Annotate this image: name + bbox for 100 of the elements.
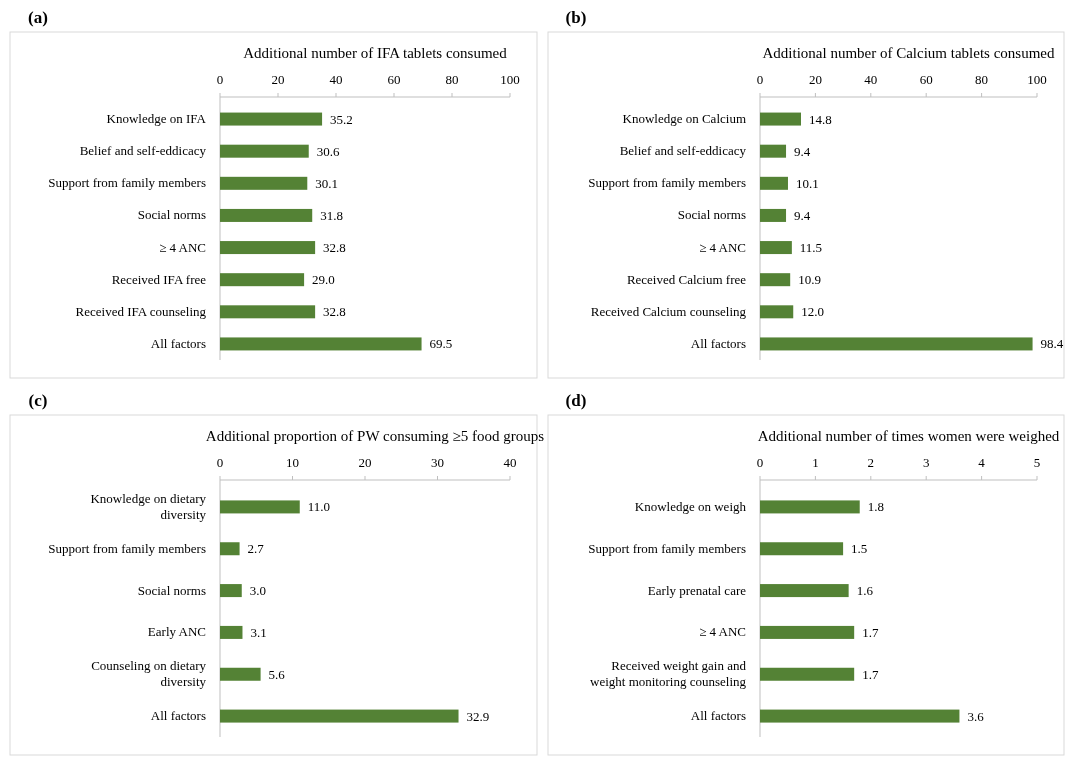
y-tick-label: Belief and self-eddicacy [79, 143, 207, 159]
y-tick-label: Support from family members [588, 175, 746, 191]
y-tick-label: Counseling on dietary diversity [91, 658, 207, 690]
data-label: 5.6 [268, 666, 286, 682]
y-tick-label: Received Calcium counseling [590, 303, 747, 319]
bar [220, 667, 261, 681]
chart-title: Additional number of Calcium tablets consumed [762, 45, 1056, 61]
bar [220, 144, 309, 158]
bar [220, 709, 459, 723]
bar [220, 176, 308, 190]
x-tick-label: 2 [867, 455, 875, 470]
y-tick-label: Received IFA free [111, 271, 207, 287]
text: (b) [565, 8, 587, 27]
x-tick-label: 60 [919, 72, 933, 87]
chart-title: Additional proportion of PW consuming ≥5 food groups [205, 428, 545, 444]
data-label: 3.6 [967, 708, 985, 724]
y-tick-label: Received weight gain and weight monitoring counseling [590, 658, 747, 690]
bar [220, 542, 240, 556]
y-tick-label: ≥ 4 ANC [699, 239, 746, 255]
data-label: 31.8 [320, 207, 343, 223]
bar [760, 667, 855, 681]
bar [220, 305, 316, 319]
y-tick-label: Knowledge on IFA [106, 111, 207, 127]
y-tick-label: All factors [690, 335, 746, 351]
x-tick-label: 0 [216, 72, 224, 87]
x-tick-label: 40 [329, 72, 343, 87]
bar [760, 542, 844, 556]
chart-title: Additional number of IFA tablets consumed [243, 45, 508, 61]
y-tick-label: Received IFA counseling [75, 303, 207, 319]
x-tick-label: 40 [503, 455, 517, 470]
y-tick-label: Social norms [677, 207, 746, 223]
data-label: 12.0 [801, 304, 824, 320]
bar [760, 176, 788, 190]
bar [760, 500, 860, 514]
y-tick-label: Support from family members [48, 540, 206, 556]
x-tick-label: 40 [864, 72, 878, 87]
x-tick-label: 5 [1033, 455, 1041, 470]
data-label: 14.8 [809, 111, 832, 127]
y-tick-label: Social norms [137, 582, 206, 598]
data-label: 32.8 [323, 304, 346, 320]
bar [760, 305, 794, 319]
data-label: 11.5 [799, 240, 823, 256]
data-label: 1.7 [862, 624, 879, 640]
x-tick-label: 0 [756, 72, 764, 87]
text: (a) [28, 8, 48, 27]
y-tick-label: Knowledge on weigh [634, 498, 747, 514]
bar [760, 208, 787, 222]
x-tick-label: 0 [216, 455, 224, 470]
y-tick-label: All factors [690, 708, 746, 724]
y-tick-label: Support from family members [588, 540, 746, 556]
data-label: 9.4 [794, 143, 811, 159]
y-tick-label: All factors [150, 335, 206, 351]
x-tick-label: 1 [812, 455, 819, 470]
y-tick-label: All factors [150, 708, 206, 724]
bar [220, 500, 300, 514]
x-tick-label: 0 [756, 455, 764, 470]
data-label: 32.8 [323, 240, 346, 256]
bar [760, 709, 960, 723]
x-tick-label: 100 [1027, 72, 1047, 87]
data-label: 98.4 [1040, 336, 1064, 352]
x-tick-label: 80 [445, 72, 459, 87]
bar [760, 584, 849, 598]
bar [760, 625, 855, 639]
x-tick-label: 3 [922, 455, 930, 470]
data-label: 11.0 [307, 499, 331, 515]
data-label: 30.1 [315, 175, 339, 191]
data-label: 30.6 [316, 143, 340, 159]
y-tick-label: ≥ 4 ANC [699, 624, 746, 640]
data-label: 32.9 [466, 708, 490, 724]
data-label: 1.7 [862, 666, 879, 682]
bar [220, 337, 422, 351]
x-tick-label: 80 [975, 72, 989, 87]
y-tick-label: Knowledge on dietary diversity [90, 490, 207, 522]
data-label: 29.0 [312, 272, 335, 288]
y-tick-label: ≥ 4 ANC [159, 239, 206, 255]
x-tick-label: 10 [286, 455, 299, 470]
data-label: 2.7 [247, 541, 265, 557]
data-label: 3.0 [249, 583, 266, 599]
bar [760, 144, 787, 158]
data-label: 3.1 [250, 624, 267, 640]
x-tick-label: 20 [358, 455, 372, 470]
y-tick-label: Received Calcium free [626, 271, 747, 287]
chart-title: Additional number of times women were weighed [757, 428, 1060, 444]
x-tick-label: 100 [500, 72, 520, 87]
data-label: 10.9 [798, 272, 821, 288]
data-label: 69.5 [429, 336, 453, 352]
bar [220, 208, 313, 222]
bar [760, 112, 801, 126]
x-tick-label: 4 [978, 455, 986, 470]
data-label: 1.8 [867, 499, 884, 515]
bar [220, 112, 323, 126]
data-label: 1.6 [856, 583, 874, 599]
y-tick-label: Support from family members [48, 175, 206, 191]
bar [760, 241, 792, 255]
bar [760, 337, 1033, 351]
data-label: 9.4 [794, 207, 811, 223]
bar [220, 273, 305, 287]
data-label: 10.1 [795, 175, 819, 191]
data-label: 35.2 [330, 111, 353, 127]
x-tick-label: 30 [431, 455, 444, 470]
